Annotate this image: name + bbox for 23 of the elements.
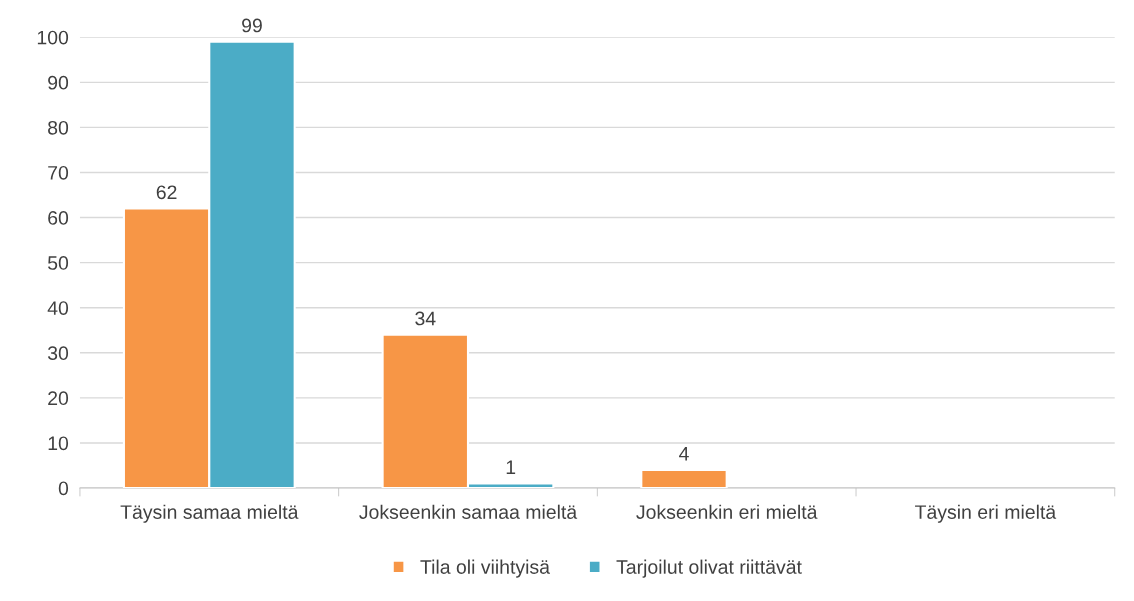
bar xyxy=(640,468,728,489)
x-tick-label: Jokseenkin samaa mieltä xyxy=(359,504,578,519)
y-tick-label: 0 xyxy=(58,481,69,496)
y-tick-label: 10 xyxy=(48,436,69,451)
y-tick-label: 30 xyxy=(47,346,69,361)
legend-label: Tarjoilut olivat riittävät xyxy=(616,559,802,578)
data-label: 62 xyxy=(156,185,177,200)
y-tick-label: 40 xyxy=(47,301,69,315)
x-tick-label: Täysin eri mieltä xyxy=(915,504,1057,523)
y-tick-label: 90 xyxy=(48,75,69,90)
data-label: 4 xyxy=(679,447,689,461)
data-label: 1 xyxy=(506,460,516,474)
y-tick-label: 20 xyxy=(48,391,69,406)
y-tick-label: 50 xyxy=(47,256,69,270)
data-label: 34 xyxy=(415,311,436,326)
x-tick-label: Täysin samaa mieltä xyxy=(120,504,299,523)
x-tick-label: Jokseenkin eri mieltä xyxy=(636,504,818,519)
y-tick-label: 100 xyxy=(37,30,69,45)
y-tick-label: 70 xyxy=(48,165,69,180)
legend-label: Tila oli viihtyisä xyxy=(420,559,550,578)
y-tick-label: 60 xyxy=(48,211,69,225)
data-label: 99 xyxy=(242,18,262,33)
y-tick-label: 80 xyxy=(48,120,69,135)
